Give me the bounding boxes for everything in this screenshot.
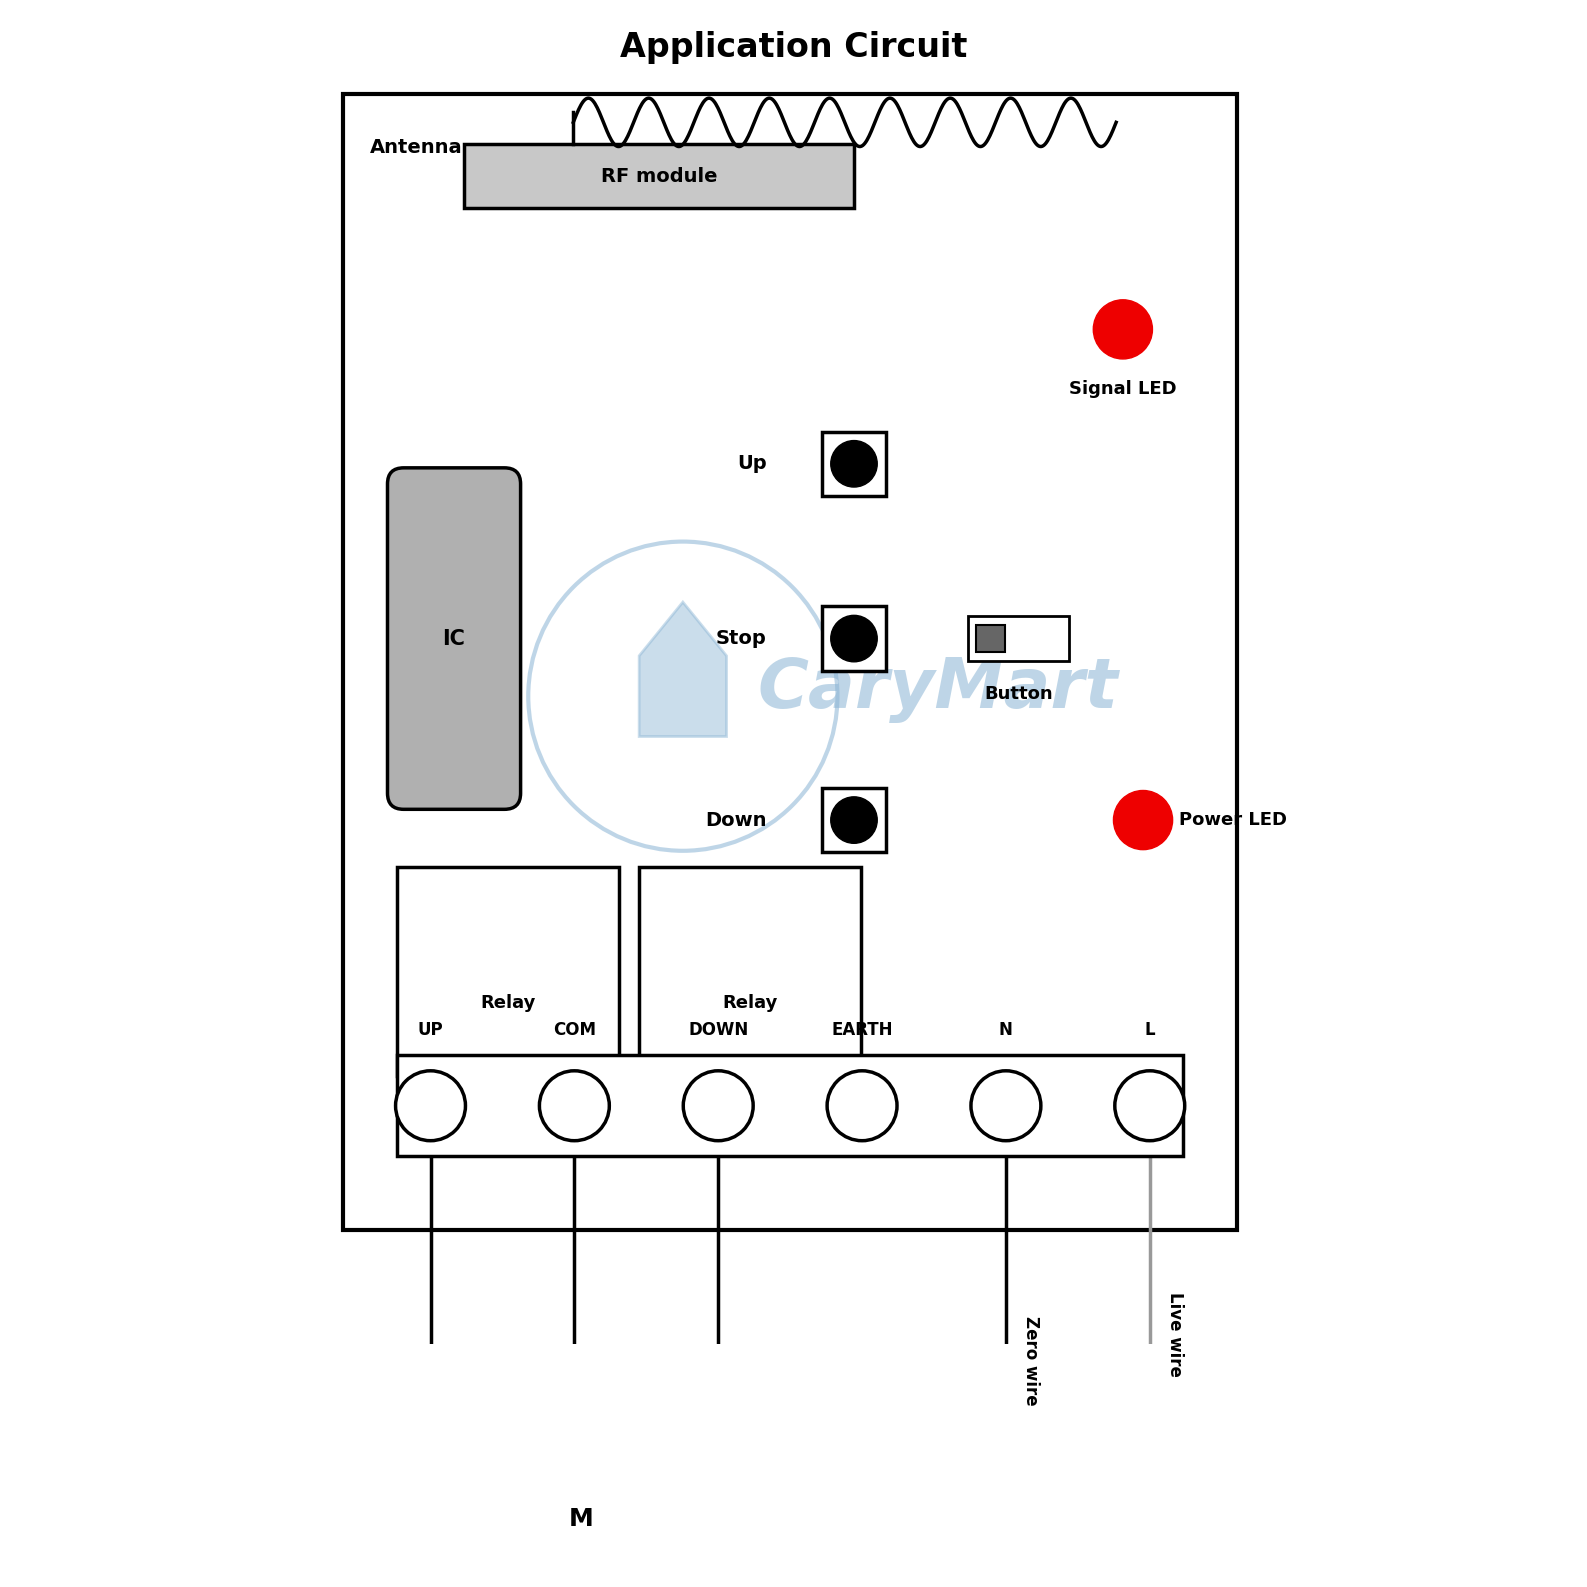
Text: IC: IC — [443, 628, 465, 649]
Text: RF module: RF module — [601, 167, 717, 186]
Text: Antenna: Antenna — [370, 138, 463, 157]
Text: CaryMart: CaryMart — [759, 655, 1119, 724]
Circle shape — [684, 1071, 754, 1141]
Bar — [343, 94, 1238, 1230]
FancyBboxPatch shape — [387, 468, 521, 809]
Bar — [640, 867, 860, 1076]
Text: Live wire: Live wire — [1166, 1292, 1184, 1378]
Text: N: N — [998, 1020, 1013, 1039]
Circle shape — [830, 441, 878, 487]
Circle shape — [1114, 1071, 1185, 1141]
Circle shape — [971, 1071, 1041, 1141]
Bar — [976, 625, 1005, 652]
Circle shape — [508, 1446, 655, 1587]
Circle shape — [1114, 790, 1173, 849]
Bar — [822, 787, 886, 852]
Circle shape — [827, 1071, 897, 1141]
Bar — [822, 606, 886, 671]
Bar — [822, 432, 886, 497]
Text: UP: UP — [417, 1020, 443, 1039]
Circle shape — [540, 1071, 609, 1141]
Circle shape — [830, 797, 878, 843]
Text: M: M — [568, 1508, 594, 1531]
Text: Up: Up — [736, 454, 767, 473]
Polygon shape — [640, 601, 727, 736]
Text: Button: Button — [984, 686, 1054, 703]
Text: Relay: Relay — [722, 993, 778, 1011]
Circle shape — [1093, 300, 1152, 359]
Text: Zero wire: Zero wire — [1022, 1316, 1039, 1406]
Circle shape — [395, 1071, 465, 1141]
Text: Power LED: Power LED — [1179, 811, 1287, 828]
Text: Application Circuit: Application Circuit — [621, 30, 966, 63]
FancyBboxPatch shape — [463, 144, 854, 208]
Text: L: L — [1144, 1020, 1155, 1039]
Text: Relay: Relay — [481, 993, 535, 1011]
Circle shape — [830, 616, 878, 662]
Text: DOWN: DOWN — [689, 1020, 749, 1039]
Text: Signal LED: Signal LED — [1070, 381, 1176, 398]
Bar — [397, 1055, 1184, 1157]
Text: EARTH: EARTH — [832, 1020, 893, 1039]
Text: COM: COM — [552, 1020, 595, 1039]
Text: Down: Down — [705, 811, 767, 830]
Text: Stop: Stop — [716, 628, 767, 647]
Bar — [397, 867, 619, 1076]
Bar — [968, 616, 1070, 660]
